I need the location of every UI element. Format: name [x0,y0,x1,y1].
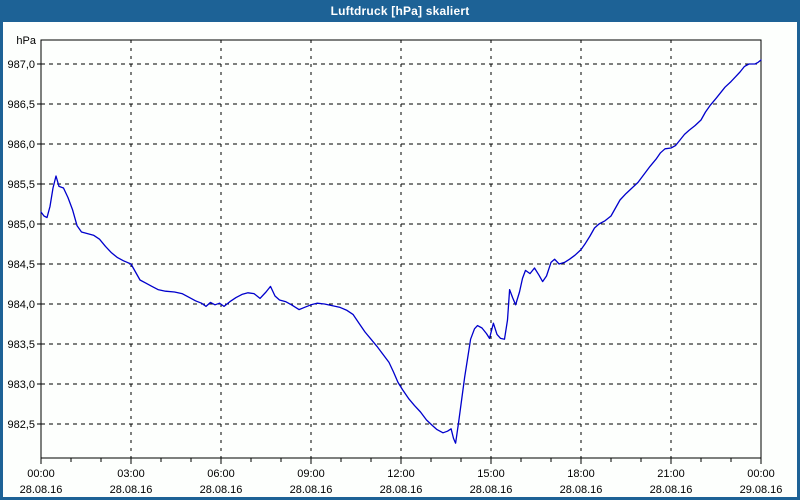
pressure-series-line [40,59,762,444]
x-tick-date-label: 28.08.16 [560,484,603,496]
x-tick-date-label: 29.08.16 [740,484,783,496]
x-tick-time-label: 06:00 [207,468,235,480]
y-tick-label: 982,5 [7,419,35,431]
x-tick-date-label: 28.08.16 [650,484,693,496]
y-tick-label: 984,5 [7,259,35,271]
y-axis-unit-label: hPa [16,35,36,47]
y-tick-label: 987,0 [7,59,35,71]
x-tick-date-label: 28.08.16 [110,484,153,496]
x-tick-time-label: 18:00 [567,468,595,480]
x-tick-time-label: 00:00 [27,468,55,480]
x-tick-date-label: 28.08.16 [380,484,423,496]
plot-frame [40,39,762,459]
x-tick-date-label: 28.08.16 [290,484,333,496]
y-tick-label: 984,0 [7,299,35,311]
x-tick-time-label: 03:00 [117,468,145,480]
x-tick-time-label: 15:00 [477,468,505,480]
x-tick-date-label: 28.08.16 [470,484,513,496]
x-tick-time-label: 12:00 [387,468,415,480]
y-tick-label: 983,0 [7,379,35,391]
x-tick-time-label: 21:00 [657,468,685,480]
y-tick-label: 986,5 [7,99,35,111]
y-tick-label: 985,5 [7,179,35,191]
chart-panel: hPa 987,0 986,5 986,0 985,5 985,0 984,5 984,0 9… [0,22,800,500]
window-title-bar[interactable]: Luftdruck [hPa] skaliert [0,0,800,22]
y-tick-label: 985,0 [7,219,35,231]
y-tick-label: 983,5 [7,339,35,351]
x-tick-time-label: 00:00 [747,468,775,480]
window-title: Luftdruck [hPa] skaliert [330,4,470,18]
x-tick-time-label: 09:00 [297,468,325,480]
x-tick-date-label: 28.08.16 [200,484,243,496]
chart-canvas: 987,0 986,5 986,0 985,5 985,0 984,5 984,0 983,5… [7,39,783,496]
x-tick-date-label: 28.08.16 [20,484,63,496]
y-tick-label: 986,0 [7,139,35,151]
